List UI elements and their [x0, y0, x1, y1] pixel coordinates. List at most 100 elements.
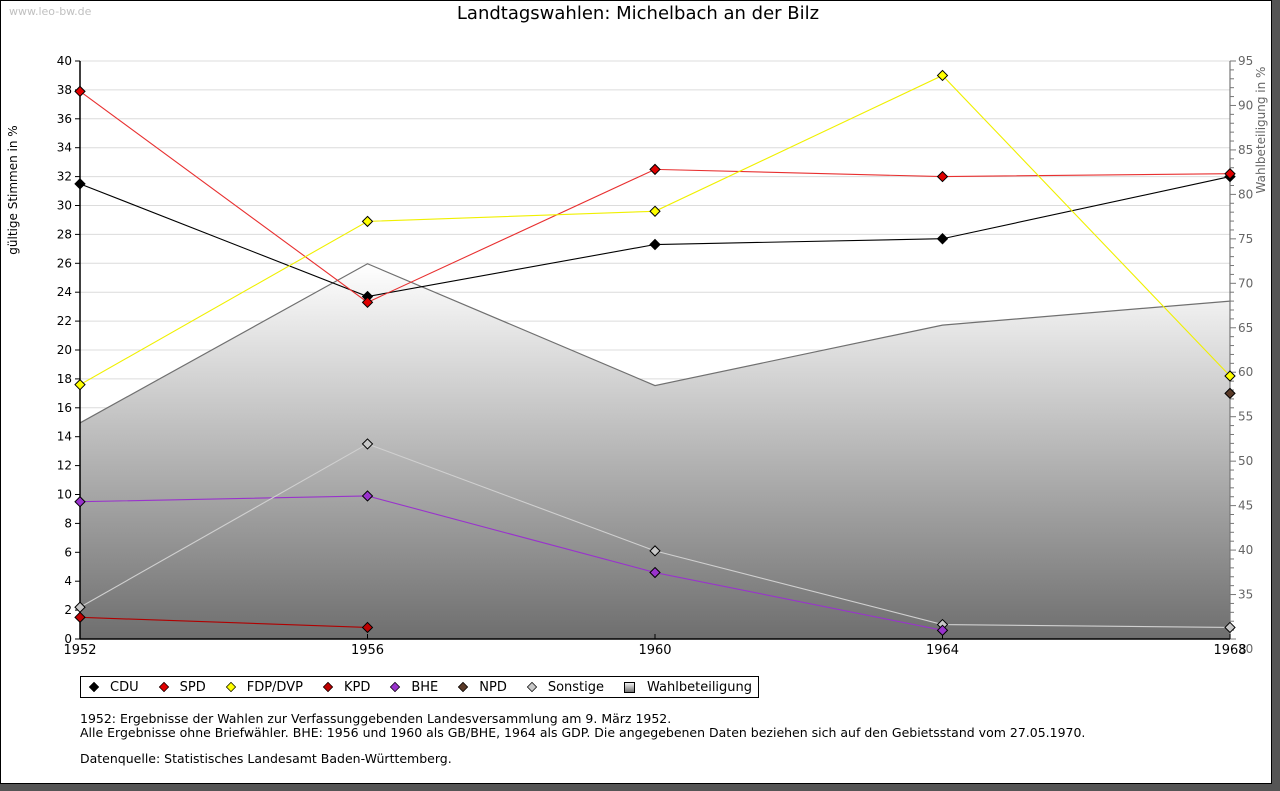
point-spd [361, 296, 374, 309]
y-right-tick-label: 70 [1238, 276, 1253, 290]
point-spd [936, 170, 949, 183]
point-fdp-dvp [74, 378, 86, 391]
legend-item: BHE [390, 680, 438, 695]
y-tick-label: 36 [57, 112, 72, 126]
x-tick-label: 1968 [1213, 643, 1246, 658]
legend-diamond-icon [225, 681, 236, 693]
point-sonstige [1224, 621, 1236, 634]
point-npd [1224, 387, 1236, 400]
point-spd [1224, 168, 1236, 180]
point-cdu [74, 178, 86, 190]
y-right-tick-label: 60 [1238, 365, 1253, 379]
line-bhe [79, 495, 943, 631]
y-right-tick-label: 35 [1238, 588, 1253, 602]
legend-diamond-icon [322, 681, 334, 693]
legend-item: SPD [158, 679, 206, 695]
line-kpd [79, 616, 368, 628]
y-right-tick-label: 55 [1238, 410, 1253, 424]
y-right-tick-label: 30 [1238, 642, 1253, 656]
legend-item: FDP/DVP [225, 679, 303, 695]
y-tick-label: 32 [57, 170, 72, 184]
y-tick-label: 0 [64, 632, 72, 646]
y-tick-label: 26 [57, 256, 72, 270]
point-bhe [936, 624, 949, 637]
x-tick-label: 1956 [351, 643, 384, 658]
x-tick-label: 1952 [63, 643, 96, 658]
point-sonstige [361, 438, 374, 450]
point-cdu [649, 238, 661, 251]
point-fdp-dvp [649, 205, 661, 217]
legend-diamond-icon [526, 681, 537, 693]
y-tick-label: 10 [57, 488, 72, 502]
y-right-tick-label: 45 [1238, 499, 1253, 513]
point-sonstige [649, 545, 661, 557]
y-right-tick-label: 85 [1238, 143, 1253, 157]
point-spd [74, 85, 86, 98]
legend-label: CDU [110, 679, 139, 695]
y-tick-label: 14 [57, 430, 72, 444]
line-cdu [79, 176, 1231, 298]
y-tick-label: 28 [57, 227, 72, 241]
y-right-tick-label: 80 [1238, 187, 1253, 201]
y-right-tick-label: 40 [1238, 543, 1253, 557]
point-fdp-dvp [1224, 370, 1236, 382]
point-kpd [74, 611, 86, 624]
x-tick-label: 1960 [638, 643, 671, 658]
legend-item: CDU [88, 679, 139, 695]
point-bhe [649, 566, 661, 579]
y-tick-label: 4 [64, 574, 72, 588]
legend-item: Wahlbeteiligung [624, 680, 752, 695]
chart-title: Landtagswahlen: Michelbach an der Bilz [456, 3, 820, 24]
y-tick-label: 6 [64, 545, 72, 559]
line-spd [79, 90, 1231, 303]
point-kpd [361, 621, 374, 634]
y-tick-label: 20 [57, 343, 72, 357]
legend-diamond-icon [458, 681, 469, 693]
chart-notes: 1952: Ergebnisse der Wahlen zur Verfassu… [80, 712, 1085, 766]
y-right-tick-label: 90 [1238, 98, 1253, 112]
y-tick-label: 34 [57, 141, 72, 155]
y-tick-label: 22 [57, 314, 72, 328]
legend-diamond-icon [88, 681, 100, 693]
legend-label: NPD [479, 679, 507, 695]
watermark: www.leo-bw.de [9, 5, 92, 18]
legend-label: BHE [411, 679, 439, 695]
y-tick-label: 8 [64, 516, 72, 530]
y-tick-label: 24 [57, 285, 72, 299]
y-axis-title: gültige Stimmen in % [6, 125, 20, 254]
legend-item: Sonstige [526, 679, 605, 695]
legend-label: SPD [179, 679, 206, 695]
y-tick-label: 40 [57, 54, 72, 68]
chart-legend: CDU SPD FDP/DVP KPD BHE NPD Sonstige Wahlbeteil… [80, 676, 760, 698]
x-tick-label: 1964 [926, 643, 959, 658]
point-spd [649, 163, 661, 176]
legend-label: Sonstige [547, 679, 605, 695]
point-fdp-dvp [361, 215, 374, 228]
point-fdp-dvp [936, 69, 949, 82]
legend-label: FDP/DVP [246, 679, 303, 695]
source-note: Datenquelle: Statistisches Landesamt Bad… [80, 751, 452, 766]
point-bhe [74, 496, 86, 508]
y-right-tick-label: 65 [1238, 321, 1253, 335]
y-tick-label: 16 [57, 401, 72, 415]
y-tick-label: 18 [57, 372, 72, 386]
legend-item: NPD [458, 680, 507, 695]
area-line-wahlbeteiligung [79, 263, 1231, 424]
y-right-axis-title: Wahlbeteiligung in % [1254, 67, 1268, 194]
note-line: Alle Ergebnisse ohne Briefwähler. BHE: 1… [80, 725, 1086, 740]
legend-square-icon [624, 681, 636, 693]
legend-item: KPD [322, 679, 371, 695]
legend-label: KPD [343, 679, 371, 695]
y-tick-label: 38 [57, 83, 72, 97]
point-cdu [936, 233, 949, 245]
y-right-tick-label: 50 [1238, 454, 1253, 468]
y-right-tick-label: 95 [1238, 54, 1253, 68]
point-bhe [361, 490, 374, 502]
y-right-tick-label: 75 [1238, 232, 1253, 246]
note-line: 1952: Ergebnisse der Wahlen zur Verfassu… [80, 711, 672, 726]
legend-label: Wahlbeteiligung [647, 679, 753, 695]
legend-diamond-icon [158, 681, 169, 693]
y-tick-label: 12 [57, 459, 72, 473]
area-wahlbeteiligung [80, 263, 1230, 639]
y-tick-label: 2 [64, 603, 72, 617]
